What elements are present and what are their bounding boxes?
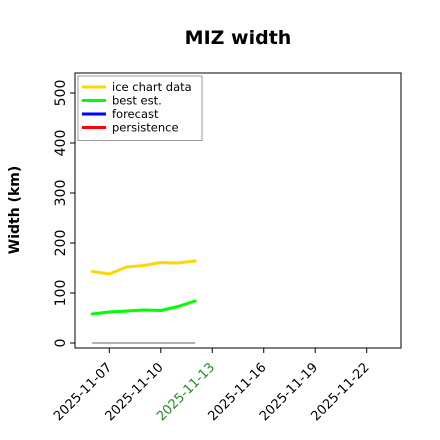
legend-label-forecast: forecast (112, 107, 159, 121)
y-tick-label: 0 (53, 339, 69, 348)
y-tick-label: 500 (53, 80, 69, 107)
legend-label-best-est-: best est. (112, 94, 162, 108)
y-tick-label: 400 (53, 130, 69, 157)
y-tick-label: 200 (53, 230, 69, 257)
y-axis-label: Width (km) (7, 166, 23, 255)
y-tick-label: 300 (53, 180, 69, 207)
plot-frame (74, 72, 402, 349)
chart-title: MIZ width (185, 27, 292, 49)
series-line-ice-chart-data (90, 259, 197, 276)
y-tick-label: 100 (53, 280, 69, 307)
series-line-best-est- (90, 299, 197, 316)
legend-label-ice-chart-data: ice chart data (112, 80, 192, 94)
legend-label-persistence: persistence (112, 121, 179, 135)
